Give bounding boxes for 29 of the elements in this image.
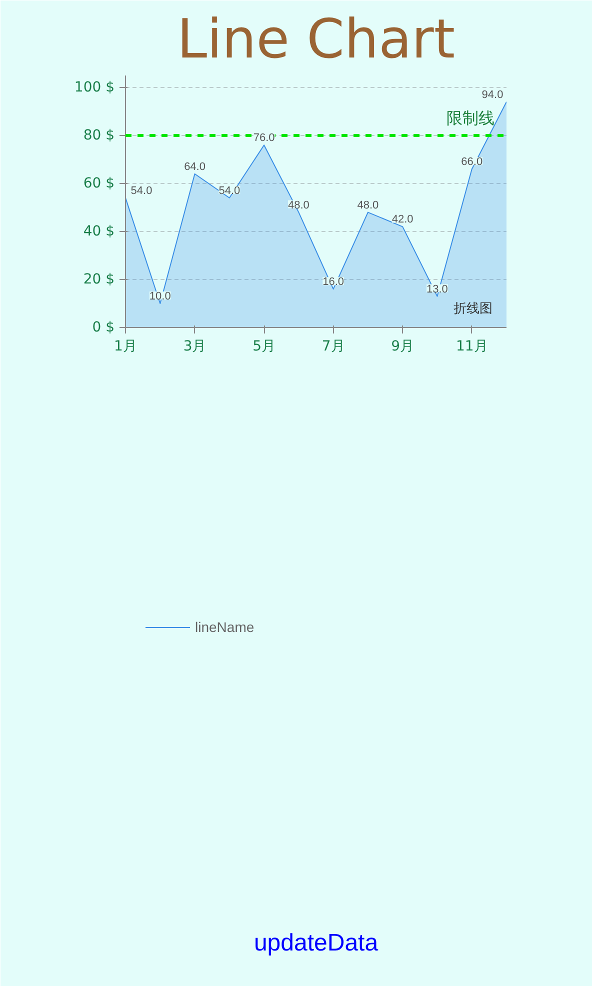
data-label: 42.0 [392,214,414,226]
data-label: 76.0 [253,132,275,144]
data-label: 66.0 [461,156,483,168]
data-label: 10.0 [149,290,171,302]
y-tick-label: 20 $ [83,272,114,288]
ref-line-label: 限制线 [446,110,494,128]
data-label: 64.0 [184,160,206,173]
x-tick-label: 9月 [391,338,414,354]
y-tick-label: 80 $ [83,128,114,144]
x-tick-label: 7月 [322,338,345,354]
x-tick-label: 1月 [114,338,137,354]
text: updateData [254,930,379,956]
x-tick-label: 3月 [183,338,206,354]
data-label: 94.0 [482,88,504,101]
data-label: 54.0 [218,184,240,197]
x-tick-label: 11月 [456,338,488,354]
x-tick-label: 5月 [252,338,276,354]
annotation: 折线图 [454,300,492,316]
y-tick-label: 0 $ [92,320,114,336]
y-tick-label: 40 $ [83,224,114,240]
data-label: 16.0 [322,276,344,288]
data-label: 54.0 [130,184,152,197]
data-label: 48.0 [357,199,379,212]
legend-label: lineName [195,618,254,635]
data-label: 48.0 [288,199,310,212]
y-tick-label: 60 $ [83,176,114,192]
y-tick-label: 100 $ [74,80,115,96]
chart-title: Line Chart [176,8,456,70]
data-label: 13.0 [426,283,448,296]
